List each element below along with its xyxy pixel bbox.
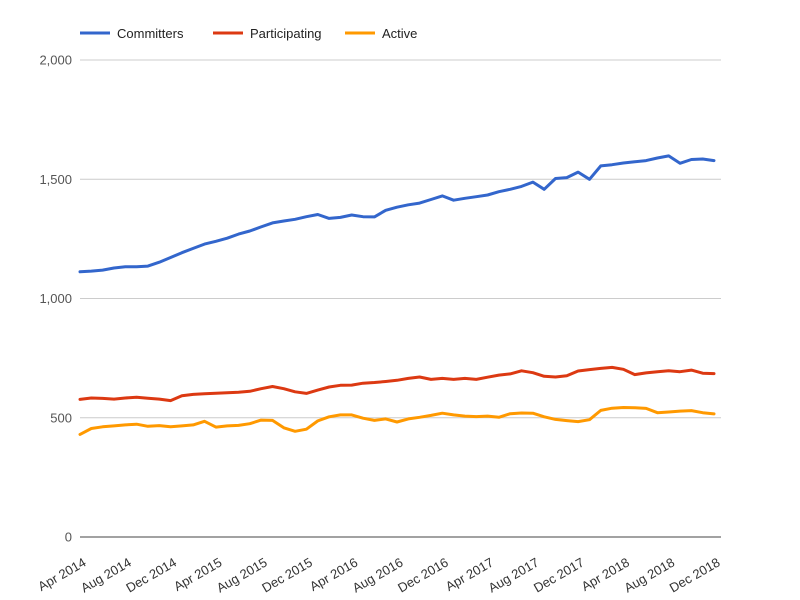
- x-axis-tick-label: Dec 2016: [395, 555, 451, 596]
- x-axis-tick-label: Aug 2015: [214, 555, 270, 596]
- series-lines: [78, 154, 716, 436]
- y-axis-tick-label: 500: [50, 410, 72, 425]
- legend-label: Active: [382, 26, 417, 41]
- series-line-active[interactable]: [78, 406, 716, 436]
- y-axis-tick-label: 1,500: [39, 172, 72, 187]
- x-axis-tick-label: Aug 2018: [622, 555, 678, 596]
- x-axis-tick-label: Aug 2017: [486, 555, 542, 596]
- series-line-committers[interactable]: [78, 154, 716, 274]
- y-axis-tick-label: 2,000: [39, 53, 72, 68]
- gridlines: [80, 59, 721, 538]
- legend-label: Participating: [250, 26, 322, 41]
- x-axis-tick-label: Dec 2018: [667, 555, 723, 596]
- legend: Committers Participating Active: [80, 26, 417, 41]
- y-axis-tick-label: 0: [65, 530, 72, 545]
- x-axis-tick-label: Aug 2016: [350, 555, 406, 596]
- x-axis-tick-label: Dec 2017: [531, 555, 587, 596]
- series-line-participating[interactable]: [78, 365, 716, 403]
- x-axis-tick-label: Dec 2015: [259, 555, 315, 596]
- legend-item-active: Active: [345, 26, 417, 41]
- x-axis-tick-label: Aug 2014: [78, 555, 134, 596]
- legend-item-participating: Participating: [213, 26, 322, 41]
- legend-label: Committers: [117, 26, 184, 41]
- y-axis-labels: 0 500 1,000 1,500 2,000: [39, 53, 72, 545]
- legend-item-committers: Committers: [80, 26, 184, 41]
- y-axis-tick-label: 1,000: [39, 291, 72, 306]
- x-axis-tick-label: Dec 2014: [123, 555, 179, 596]
